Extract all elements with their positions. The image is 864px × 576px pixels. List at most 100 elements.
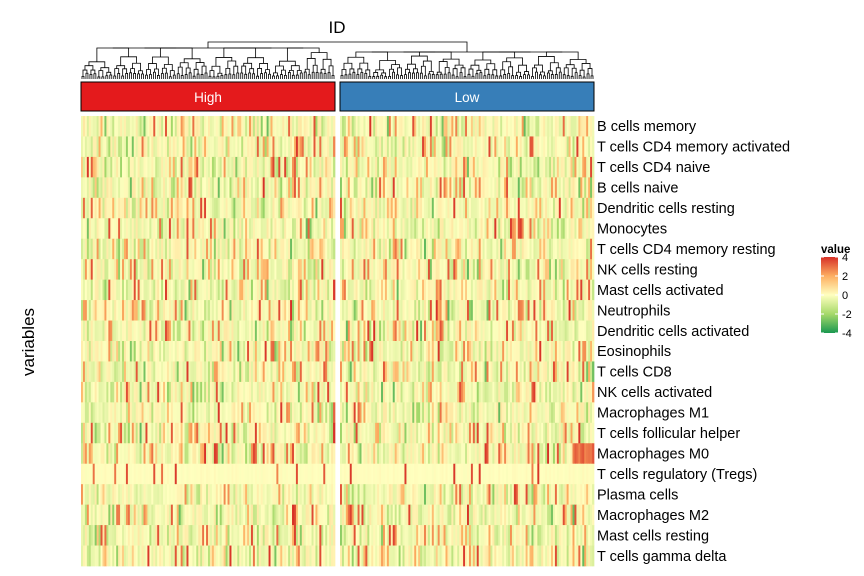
heatmap-cell [118, 197, 121, 219]
column-dendrogram-branch [137, 73, 140, 79]
heatmap-cell [388, 361, 392, 383]
heatmap-cell [347, 218, 351, 240]
heatmap-cell [247, 341, 250, 362]
heatmap-cell [143, 259, 146, 280]
heatmap-cell [102, 300, 105, 321]
heatmap-cell [262, 443, 266, 465]
heatmap-cell [340, 116, 343, 137]
heatmap-cell [292, 463, 295, 485]
heatmap-cell [349, 238, 353, 260]
heatmap-cell [375, 320, 378, 342]
heatmap-cell [225, 116, 228, 137]
heatmap-cell [233, 177, 236, 199]
heatmap-cell [388, 422, 392, 444]
heatmap-cell [515, 218, 519, 240]
heatmap-cell [508, 320, 511, 342]
heatmap-cell [153, 218, 156, 240]
heatmap-cell [357, 238, 360, 260]
heatmap-cell [531, 177, 534, 199]
heatmap-cell [361, 116, 364, 137]
heatmap-cell [572, 320, 575, 342]
heatmap-cell [349, 218, 353, 240]
heatmap-cell [182, 402, 185, 424]
heatmap-cell [592, 177, 595, 199]
heatmap-cell [258, 136, 262, 158]
heatmap-cell [176, 463, 180, 485]
heatmap-cell [345, 156, 349, 178]
heatmap-cell [433, 443, 437, 465]
heatmap-cell [345, 320, 349, 342]
heatmap-cell [504, 218, 507, 240]
heatmap-cell [400, 279, 403, 301]
heatmap-cell [560, 136, 564, 158]
heatmap-cell [252, 259, 256, 280]
heatmap-cell [288, 197, 291, 219]
heatmap-cell [433, 341, 437, 362]
heatmap-cell [192, 116, 195, 137]
heatmap-cell [343, 361, 347, 383]
heatmap-cell [122, 443, 125, 465]
heatmap-cell [467, 402, 470, 424]
heatmap-cell [147, 279, 150, 301]
heatmap-cell [143, 381, 146, 403]
heatmap-cell [445, 300, 448, 321]
heatmap-cell [343, 177, 347, 199]
heatmap-cell [427, 238, 431, 260]
heatmap-cell [490, 259, 493, 280]
heatmap-cell [131, 259, 135, 280]
heatmap-cell [157, 300, 160, 321]
heatmap-cell [157, 361, 160, 383]
heatmap-cell [133, 156, 137, 178]
heatmap-cell [114, 402, 117, 424]
heatmap-cell [90, 402, 94, 424]
heatmap-cell [509, 443, 513, 465]
heatmap-cell [367, 320, 370, 342]
heatmap-cell [554, 463, 558, 485]
heatmap-cell [353, 381, 356, 403]
heatmap-cell [188, 279, 191, 301]
heatmap-cell [431, 443, 435, 465]
heatmap-cell [163, 341, 166, 362]
heatmap-cell [523, 136, 526, 158]
heatmap-cell [349, 136, 353, 158]
heatmap-cell [90, 300, 94, 321]
heatmap-cell [309, 177, 312, 199]
heatmap-cell [245, 238, 248, 260]
heatmap-cell [564, 341, 567, 362]
heatmap-cell [223, 279, 226, 301]
heatmap-cell [578, 136, 581, 158]
heatmap-cell [363, 136, 366, 158]
heatmap-cell [445, 402, 448, 424]
heatmap-cell [447, 422, 450, 444]
heatmap-cell [237, 422, 240, 444]
heatmap-cell [435, 197, 439, 219]
heatmap-cell [209, 320, 213, 342]
heatmap-cell [299, 259, 303, 280]
heatmap-cell [521, 156, 525, 178]
heatmap-cell [282, 443, 285, 465]
heatmap-cell [280, 136, 283, 158]
heatmap-cell [90, 259, 94, 280]
heatmap-cell [309, 238, 312, 260]
heatmap-cell [290, 116, 293, 137]
heatmap-cell [463, 197, 466, 219]
heatmap-cell [459, 116, 462, 137]
heatmap-cell [547, 402, 550, 424]
heatmap-cell [404, 320, 407, 342]
heatmap-cell [202, 259, 205, 280]
heatmap-cell [582, 402, 585, 424]
heatmap-cell [245, 381, 248, 403]
heatmap-cell [517, 238, 521, 260]
heatmap-cell [313, 197, 316, 219]
heatmap-cell [163, 484, 166, 505]
heatmap-cell [268, 116, 271, 137]
heatmap-cell [90, 197, 94, 219]
heatmap-cell [198, 259, 201, 280]
heatmap-cell [467, 238, 470, 260]
heatmap-cell [584, 279, 587, 301]
heatmap-cell [566, 279, 569, 301]
heatmap-cell [208, 116, 211, 137]
heatmap-cell [340, 320, 343, 342]
heatmap-cell [252, 177, 256, 199]
heatmap-cell [102, 320, 105, 342]
